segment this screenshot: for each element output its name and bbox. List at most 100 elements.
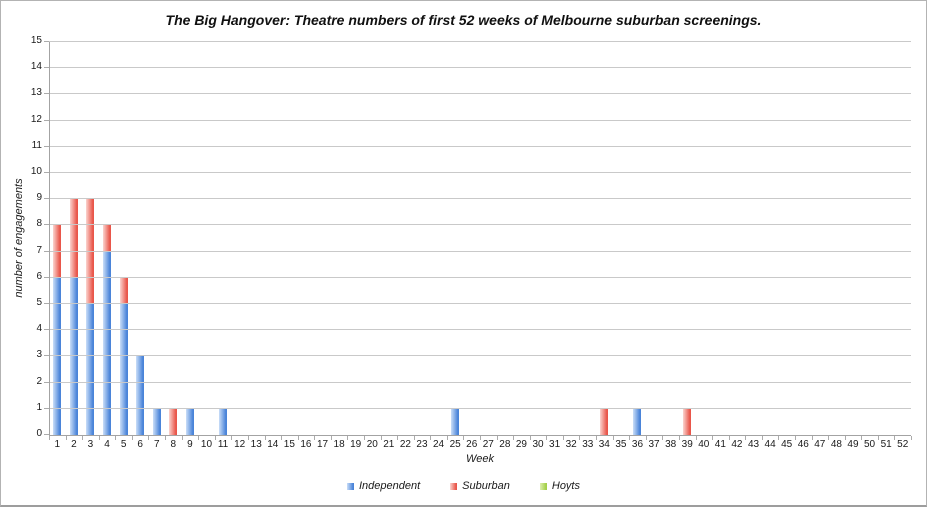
x-axis-tick [231,436,232,440]
x-axis-tick [463,436,464,440]
legend-item-hoyts: Hoyts [539,479,580,492]
x-tick-label: 29 [515,439,527,450]
x-tick-label: 51 [880,439,892,450]
x-axis-tick [828,436,829,440]
bar-segment-independent [86,304,95,435]
bar-segment-suburban [119,277,128,304]
bar-segment-independent [152,408,161,435]
chart-title: The Big Hangover: Theatre numbers of fir… [165,12,762,28]
x-axis-tick [911,436,912,440]
x-tick-label: 14 [267,439,279,450]
x-axis-tick [762,436,763,440]
x-axis-tick [314,436,315,440]
x-tick-label: 41 [714,439,726,450]
x-tick-label: 40 [698,439,710,450]
x-tick-label: 18 [333,439,345,450]
x-axis-tick [198,436,199,440]
x-tick-label: 37 [648,439,660,450]
x-axis-tick [579,436,580,440]
y-tick-label: 6 [36,270,42,282]
x-axis-tick [696,436,697,440]
y-tick-label: 1 [36,401,42,413]
x-axis-tick [712,436,713,440]
x-axis-tick [497,436,498,440]
x-tick-label: 34 [598,439,610,450]
x-tick-label: 2 [71,439,77,450]
legend-swatch-independent [346,482,354,490]
y-tick-label: 2 [36,375,42,387]
x-tick-label: 16 [300,439,312,450]
x-tick-label: 5 [120,439,127,450]
x-axis-tick [596,436,597,440]
y-axis-tick [44,355,49,357]
x-tick-label: 15 [283,439,295,450]
legend-swatch-suburban [450,482,458,490]
bar-segment-suburban [683,408,692,435]
x-axis-tick [894,436,895,440]
x-tick-label: 7 [153,439,160,450]
x-axis-tick [530,436,531,440]
x-axis-tick [662,436,663,440]
x-tick-label: 21 [383,439,395,450]
x-axis-tick [298,436,299,440]
y-tick-label: 3 [36,349,42,361]
x-tick-label: 23 [416,439,428,450]
x-axis-tick [49,436,50,440]
x-axis-tick [381,436,382,440]
x-tick-label: 36 [631,439,644,450]
x-axis-tick [513,436,514,440]
x-tick-label: 33 [582,439,594,450]
x-axis-tick [115,436,116,440]
y-tick-label: 15 [30,35,42,46]
y-axis-tick [44,250,49,252]
gridline [49,224,911,226]
gridline [49,119,911,121]
y-axis-tick [44,198,49,200]
x-tick-label: 52 [897,439,909,450]
y-tick-label: 9 [36,192,42,204]
gridline [49,381,911,383]
y-axis-tick [44,381,49,383]
y-axis-tick [44,276,49,278]
bar-segment-independent [119,304,128,435]
x-tick-label: 32 [565,439,577,450]
gridline [49,407,911,409]
x-tick-label: 31 [549,439,561,450]
bar-segment-suburban [169,408,178,435]
x-axis-tick [845,436,846,440]
x-tick-label: 13 [250,439,262,450]
y-tick-label: 11 [31,139,42,151]
x-tick-label: 49 [847,439,859,450]
x-axis-tick [414,436,415,440]
legend-item-suburban: Suburban [450,480,510,492]
x-axis-tick [82,436,83,440]
x-axis-tick [331,436,332,440]
bar-segment-independent [103,251,112,435]
x-axis-tick [248,436,249,440]
x-tick-label: 24 [432,439,445,450]
x-tick-label: 27 [482,439,494,450]
x-axis-tick [646,436,647,440]
bar-segment-suburban [103,225,112,252]
x-tick-label: 25 [449,439,461,450]
gridline [49,303,911,304]
x-tick-label: 42 [731,439,743,450]
y-axis-tick [44,119,49,121]
x-tick-label: 20 [366,439,378,450]
legend-label: Hoyts [551,479,580,492]
plot-area [49,41,911,435]
x-tick-label: 9 [187,439,193,450]
x-tick-label: 44 [764,439,776,450]
y-axis-tick [44,93,49,95]
x-axis-tick [215,436,216,440]
y-tick-label: 0 [36,428,42,439]
x-tick-label: 47 [814,439,826,450]
x-tick-label: 4 [104,439,110,450]
x-axis-tick [430,436,431,440]
x-axis-tick [679,436,680,440]
y-tick-label: 8 [36,218,42,230]
x-axis-tick [397,436,398,440]
gridline [49,355,911,357]
x-axis-title: Week [466,453,494,465]
x-axis-tick [812,436,813,440]
